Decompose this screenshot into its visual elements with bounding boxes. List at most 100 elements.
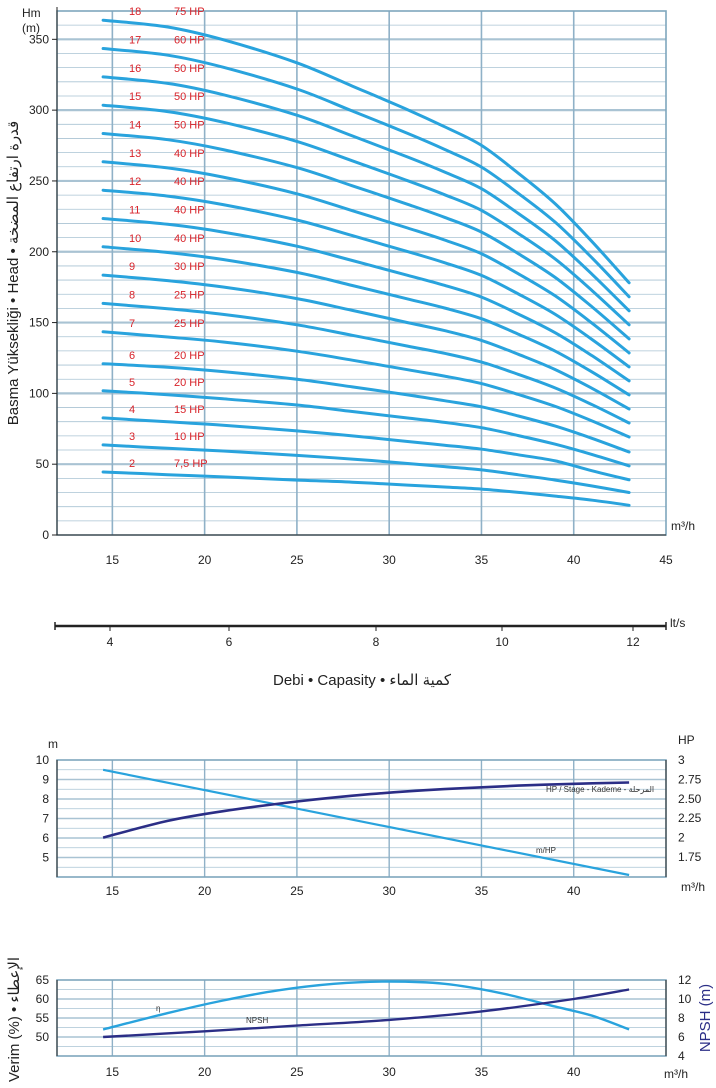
x-tick-label: 35 <box>475 884 489 898</box>
x-tick-label: 20 <box>198 884 212 898</box>
lts-axis: 4 6 8 10 12 lt/s Debi • Capasity • كمية الماء <box>54 616 685 689</box>
y-tick-label: 100 <box>29 386 49 400</box>
y-tick-label: 0 <box>42 528 49 542</box>
head-curve-stage-16 <box>101 75 631 313</box>
x-unit-label: m³/h <box>664 1067 688 1081</box>
head-curve-stage-17 <box>101 47 631 299</box>
stage-label: 8 <box>129 289 135 301</box>
x-tick-label: 15 <box>106 1065 120 1079</box>
power-label: 10 HP <box>174 431 205 443</box>
stage-label: 16 <box>129 63 141 75</box>
x-tick-label: 40 <box>567 1065 581 1079</box>
efficiency-curve <box>102 980 630 1031</box>
head-curve-stage-8 <box>101 301 631 425</box>
head-curve-stage-3 <box>101 443 631 494</box>
y-tick-label-left: 55 <box>36 1011 50 1025</box>
stage-label: 10 <box>129 233 141 245</box>
y-tick-label-left: 5 <box>42 851 49 865</box>
y-unit-right: HP <box>678 733 695 747</box>
y-tick-label: 150 <box>29 316 49 330</box>
power-label: 50 HP <box>174 91 205 103</box>
x-tick-label: 35 <box>475 553 489 567</box>
stage-label: 2 <box>129 458 135 470</box>
power-label: 15 HP <box>174 404 205 416</box>
hp-stage-label: HP / Stage - Kademe - المرحلة <box>546 785 654 794</box>
head-curve-stage-9 <box>101 273 631 411</box>
head-curve-stage-6 <box>101 362 631 454</box>
x-tick-label: 15 <box>106 884 120 898</box>
power-label: 75 HP <box>174 6 205 18</box>
stage-label: 15 <box>129 91 141 103</box>
power-label: 25 HP <box>174 318 205 330</box>
head-curve-stage-14 <box>101 132 631 341</box>
x-tick-label: 40 <box>567 884 581 898</box>
mhp-line <box>102 768 630 877</box>
npsh-label: NPSH <box>246 1016 268 1025</box>
y-tick-label-left: 6 <box>42 831 49 845</box>
stage-label: 9 <box>129 261 135 273</box>
y-tick-label: 350 <box>29 32 49 46</box>
power-label: 40 HP <box>174 148 205 160</box>
power-label: 40 HP <box>174 176 205 188</box>
head-curve-stage-13 <box>101 160 631 355</box>
y-tick-label-right: 6 <box>678 1030 685 1044</box>
x-tick-label: 35 <box>475 1065 489 1079</box>
y-unit-left: m <box>48 737 58 751</box>
y-tick-label: 50 <box>36 457 50 471</box>
y-tick-label-right: 2.25 <box>678 811 702 825</box>
head-curve-stage-4 <box>101 416 631 482</box>
y-tick-label: 300 <box>29 103 49 117</box>
y-tick-label-right: 12 <box>678 973 692 987</box>
mhp-chart-plot: 5 6 7 8 9 10 1.75 2 2.25 2.50 2.75 3 15 20 25 30 35 40 m HP… <box>36 733 705 898</box>
x-tick-label: 45 <box>659 553 673 567</box>
lts-unit-label: lt/s <box>670 616 685 630</box>
y-tick-label-right: 2 <box>678 831 685 845</box>
y-tick-label-right: 2.75 <box>678 772 702 786</box>
y-tick-label-right: 4 <box>678 1049 685 1063</box>
efficiency-label: η <box>156 1004 160 1013</box>
head-curve-stage-5 <box>101 389 631 468</box>
power-label: 20 HP <box>174 377 205 389</box>
power-label: 60 HP <box>174 35 205 47</box>
stage-label: 4 <box>129 404 135 416</box>
stage-label: 17 <box>129 35 141 47</box>
head-curve-stage-11 <box>101 217 631 383</box>
y-unit-label: (m) <box>22 21 40 35</box>
y-tick-label-left: 9 <box>42 773 49 787</box>
y-tick-label-left: 10 <box>36 753 50 767</box>
head-curve-stage-2 <box>101 470 631 507</box>
npsh-curve <box>103 988 630 1039</box>
x-tick-label: 30 <box>383 1065 397 1079</box>
x-tick-label: 40 <box>567 553 581 567</box>
x-tick-label: 25 <box>290 1065 304 1079</box>
y-tick-label-left: 65 <box>36 973 50 987</box>
stage-label: 11 <box>129 204 140 216</box>
lts-tick-label: 6 <box>226 635 233 649</box>
stage-label: 3 <box>129 431 135 443</box>
lts-tick-label: 10 <box>495 635 509 649</box>
power-label: 50 HP <box>174 120 205 132</box>
x-tick-label: 30 <box>383 553 397 567</box>
head-curve-stage-15 <box>101 103 631 327</box>
power-label: 7,5 HP <box>174 458 208 470</box>
power-label: 20 HP <box>174 350 205 362</box>
x-unit-label: m³/h <box>681 880 705 894</box>
y-tick-label-left: 8 <box>42 792 49 806</box>
head-curve-stage-18 <box>101 18 631 285</box>
x-tick-label: 30 <box>383 884 397 898</box>
y-axis-title: Basma Yüksekliği • Head • قدرة ارتفاع ال… <box>5 121 22 425</box>
power-label: 40 HP <box>174 204 205 216</box>
hp-stage-curve <box>102 781 630 839</box>
y-tick-label-right: 1.75 <box>678 850 702 864</box>
y-tick-label-right: 8 <box>678 1011 685 1025</box>
stage-label: 18 <box>129 6 141 18</box>
efficiency-npsh-chart-plot: 50 55 60 65 4 6 8 10 12 15 20 25 30 35 40 m³/h Verim (%)… <box>6 957 714 1082</box>
power-label: 40 HP <box>174 233 205 245</box>
x-tick-label: 20 <box>198 553 212 567</box>
x-tick-label: 15 <box>106 553 120 567</box>
stage-label: 14 <box>129 120 141 132</box>
y-axis-title-left: Verim (%) • الإعطاء <box>6 957 23 1082</box>
lts-tick-label: 4 <box>107 635 114 649</box>
